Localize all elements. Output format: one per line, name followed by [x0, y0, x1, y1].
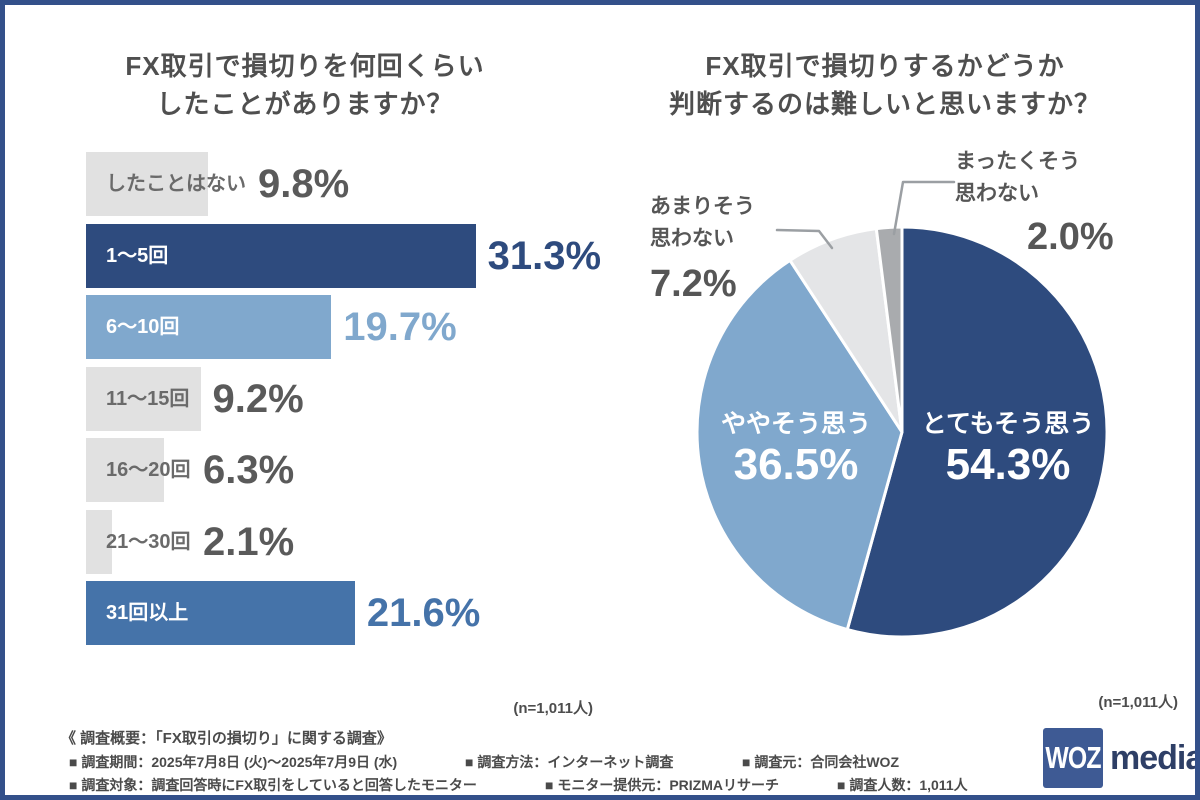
bar-chart-title: FX取引で損切りを何回くらい したことがありますか？ — [65, 47, 545, 123]
bar-chart-title-line2: したことがありますか？ — [156, 89, 454, 119]
pie-label-yaya-value: 36.5% — [733, 440, 859, 489]
bar-fill — [86, 509, 113, 574]
bar-row: したことはない 9.8% — [86, 152, 626, 216]
bar-label: 1〜5回 — [106, 244, 169, 267]
pie-chart — [695, 180, 1109, 639]
pie-label-totemo-text: とてもそう思う — [921, 410, 1095, 438]
survey-period: ■ 調査期間：2025年7月8日 (火)〜2025年7月9日 (水) — [69, 754, 398, 770]
bar-value: 2.1% — [203, 519, 295, 564]
woz-logo-square: WOZ — [1043, 728, 1103, 788]
pie-callout-mattaku: まったくそう 思わない 2.0% — [955, 146, 1114, 258]
bar-row: 31回以上 21.6% — [86, 581, 626, 645]
pie-callout-mattaku-line2: 思わない — [955, 182, 1039, 205]
survey-respondents: ■ 調査人数：1,011人 — [837, 777, 968, 793]
bar-row: 21〜30回 2.1% — [86, 509, 626, 574]
woz-media-logo: WOZ media — [1043, 728, 1200, 788]
pie-callout-mattaku-line1: まったくそう — [955, 150, 1081, 173]
leader-line-amari — [775, 228, 834, 250]
bar-value: 31.3% — [487, 233, 602, 278]
woz-logo-suffix: media — [1110, 738, 1200, 777]
pie-slice — [874, 225, 904, 434]
leader-line-mattaku — [892, 180, 956, 236]
pie-callout-amari-line2: 思わない — [650, 227, 734, 250]
bar-fill — [86, 366, 201, 431]
bar-label: 21〜30回 — [106, 530, 191, 553]
survey-method: ■ 調査方法：インターネット調査 — [465, 754, 674, 770]
bar-value: 9.2% — [212, 376, 304, 421]
survey-overview: 《 調査概要：「FX取引の損切り」に関する調査》 — [61, 730, 392, 747]
pie-slice — [845, 225, 1109, 639]
bar-chart: したことはない 9.8% 1〜5回 31.3% 6〜10回 19.7% 11〜15回 9.2%… — [86, 152, 626, 657]
bar-fill — [86, 223, 476, 288]
survey-monitor: ■ モニター提供元：PRIZMAリサーチ — [545, 777, 780, 793]
bar-label: 16〜20回 — [106, 459, 191, 481]
sample-size-right: (n=1,011人) — [1098, 694, 1178, 711]
survey-target: ■ 調査対象：調査回答時にFX取引をしていると回答したモニター — [69, 777, 477, 793]
pie-label-yaya-text: ややそう思う — [720, 410, 872, 438]
bar-row: 1〜5回 31.3% — [86, 223, 626, 288]
bar-row: 6〜10回 19.7% — [86, 295, 626, 359]
sample-size-left: (n=1,011人) — [513, 700, 593, 717]
pie-slice — [695, 258, 904, 632]
bar-value: 6.3% — [203, 448, 295, 492]
bar-fill — [86, 295, 332, 359]
bar-chart-title-line1: FX取引で損切りを何回くらい — [125, 51, 485, 81]
bar-label: 6〜10回 — [106, 316, 180, 338]
bar-label: したことはない — [106, 173, 246, 195]
woz-logo-text: WOZ — [1045, 740, 1101, 775]
survey-source: ■ 調査元：合同会社WOZ — [742, 754, 900, 770]
pie-callout-amari-line1: あまりそう — [650, 195, 755, 218]
pie-callout-amari: あまりそう 思わない 7.2% — [650, 191, 755, 305]
bar-label: 31回以上 — [106, 602, 189, 624]
bar-row: 11〜15回 9.2% — [86, 366, 626, 431]
pie-callout-amari-value: 7.2% — [650, 263, 737, 305]
bar-label: 11〜15回 — [106, 387, 190, 410]
pie-chart-title: FX取引で損切りするかどうか 判断するのは難しいと思いますか？ — [625, 47, 1145, 123]
bar-value: 21.6% — [366, 591, 481, 635]
bar-value: 9.8% — [258, 162, 350, 206]
bar-fill — [86, 152, 208, 216]
pie-callout-mattaku-value: 2.0% — [1027, 216, 1114, 258]
pie-label-totemo-value: 54.3% — [945, 440, 1071, 489]
pie-chart-title-line2: 判断するのは難しいと思いますか？ — [668, 89, 1101, 119]
bar-row: 16〜20回 6.3% — [86, 438, 626, 502]
bar-fill — [86, 438, 165, 502]
bar-fill — [86, 581, 355, 645]
bar-value: 19.7% — [343, 305, 457, 349]
pie-chart-title-line1: FX取引で損切りするかどうか — [705, 51, 1065, 81]
pie-label-yaya: ややそう思う 36.5% — [721, 409, 871, 491]
pie-label-totemo: とてもそう思う 54.3% — [922, 409, 1095, 491]
